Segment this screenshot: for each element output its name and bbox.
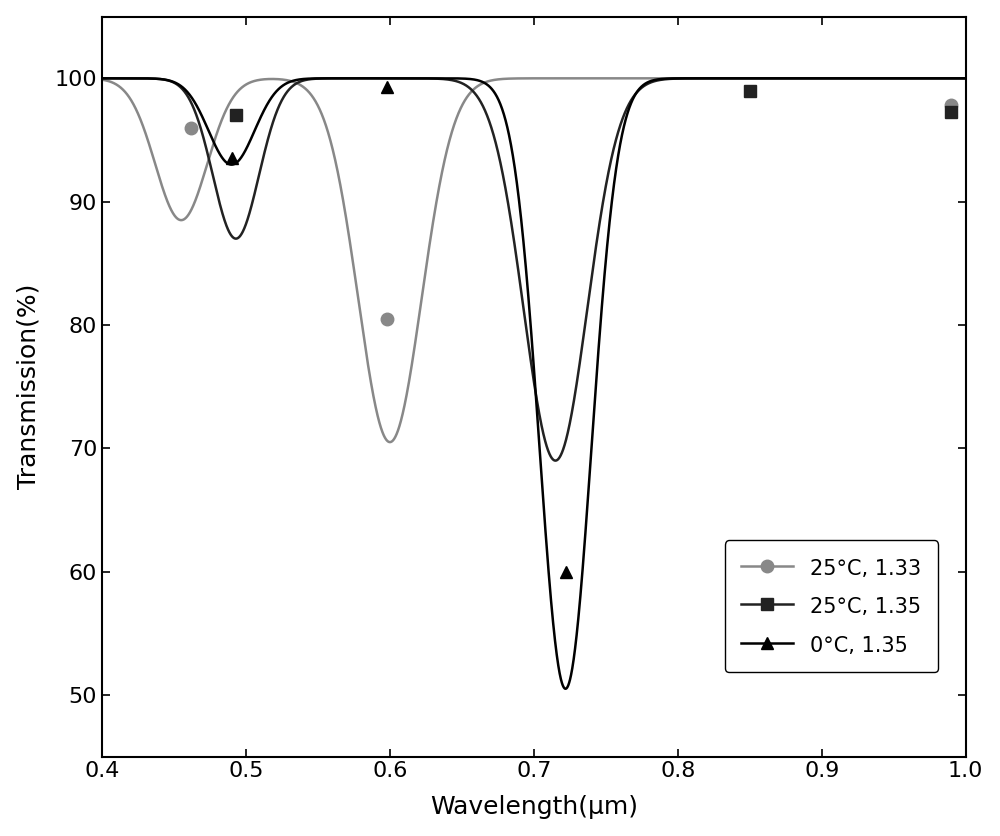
Y-axis label: Transmission(%): Transmission(%)	[17, 284, 41, 489]
Legend: 25°C, 1.33, 25°C, 1.35, 0°C, 1.35: 25°C, 1.33, 25°C, 1.35, 0°C, 1.35	[725, 540, 938, 672]
X-axis label: Wavelength(μm): Wavelength(μm)	[430, 795, 638, 819]
